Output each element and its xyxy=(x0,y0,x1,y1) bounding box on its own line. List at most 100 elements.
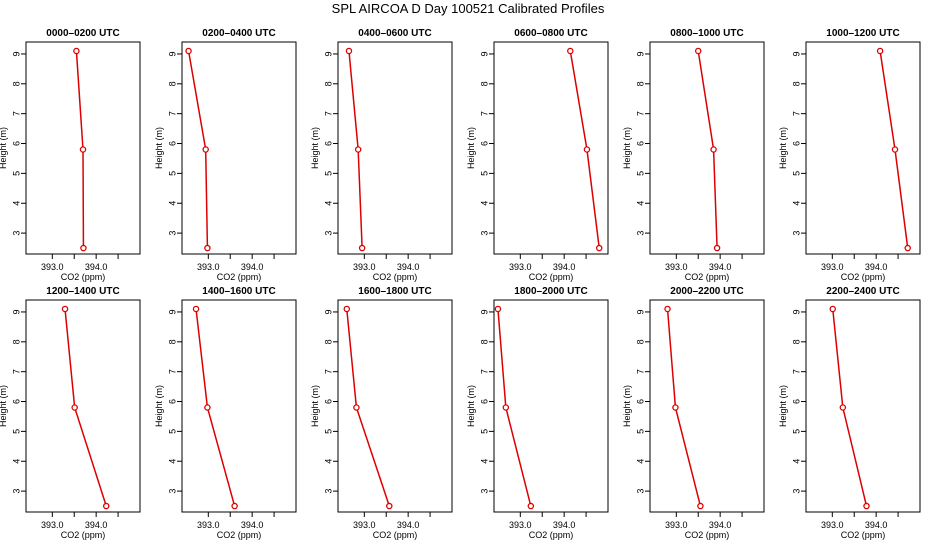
data-point xyxy=(697,502,704,510)
x-tick-label: 394.0 xyxy=(85,262,108,272)
plot-frame xyxy=(25,299,141,513)
y-tick-label: 4 xyxy=(167,201,177,206)
plot-frame xyxy=(493,299,609,513)
y-tick-label: 7 xyxy=(479,111,489,116)
series-line xyxy=(64,308,107,507)
y-tick-label: 3 xyxy=(323,231,333,236)
y-tick-label: 7 xyxy=(479,369,489,374)
panel-title: 0200–0400 UTC xyxy=(202,28,275,39)
data-point xyxy=(71,404,78,411)
y-tick-label: 5 xyxy=(479,429,489,434)
panel-title: 1600–1800 UTC xyxy=(358,286,431,297)
y-tick-label: 9 xyxy=(11,309,21,314)
y-tick-label: 3 xyxy=(167,489,177,494)
x-tick-label: 394.0 xyxy=(85,520,108,530)
y-tick-label: 8 xyxy=(479,81,489,86)
y-tick-label: 6 xyxy=(791,399,801,404)
x-axis-label: CO2 (ppm) xyxy=(841,530,886,540)
y-tick-label: 3 xyxy=(11,489,21,494)
x-tick-label: 394.0 xyxy=(553,520,576,530)
x-tick-label: 393.0 xyxy=(41,262,64,272)
x-axis-label: CO2 (ppm) xyxy=(841,272,886,282)
panel-title: 1000–1200 UTC xyxy=(826,28,899,39)
y-tick-label: 9 xyxy=(479,51,489,56)
data-point xyxy=(231,502,238,510)
y-tick-label: 9 xyxy=(167,309,177,314)
y-tick-label: 6 xyxy=(167,399,177,404)
y-tick-label: 3 xyxy=(167,231,177,236)
y-axis-label: Height (m) xyxy=(466,385,476,427)
y-tick-label: 7 xyxy=(635,369,645,374)
y-tick-label: 5 xyxy=(323,171,333,176)
x-tick-label: 393.0 xyxy=(509,262,532,272)
y-axis-label: Height (m) xyxy=(622,385,632,427)
y-tick-label: 4 xyxy=(791,459,801,464)
y-tick-label: 9 xyxy=(323,51,333,56)
x-tick-label: 394.0 xyxy=(397,262,420,272)
x-axis-label: CO2 (ppm) xyxy=(529,530,574,540)
panel-title: 0400–0600 UTC xyxy=(358,28,431,39)
x-axis-label: CO2 (ppm) xyxy=(61,272,106,282)
series-line xyxy=(195,308,236,507)
plot-frame xyxy=(649,299,765,513)
y-axis-label: Height (m) xyxy=(622,127,632,169)
data-point xyxy=(876,47,884,55)
y-tick-label: 3 xyxy=(791,231,801,236)
panel-title: 0000–0200 UTC xyxy=(46,28,119,39)
x-axis-label: CO2 (ppm) xyxy=(685,530,730,540)
x-tick-label: 394.0 xyxy=(709,520,732,530)
data-point xyxy=(204,404,211,411)
x-tick-label: 394.0 xyxy=(865,262,888,272)
y-tick-label: 4 xyxy=(11,459,21,464)
y-tick-label: 9 xyxy=(479,309,489,314)
x-tick-label: 393.0 xyxy=(821,520,844,530)
y-tick-label: 3 xyxy=(479,489,489,494)
panel-title: 1800–2000 UTC xyxy=(514,286,587,297)
y-tick-label: 4 xyxy=(167,459,177,464)
y-tick-label: 9 xyxy=(323,309,333,314)
y-tick-label: 5 xyxy=(167,429,177,434)
data-point xyxy=(839,404,847,411)
x-tick-label: 393.0 xyxy=(665,520,688,530)
x-axis-label: CO2 (ppm) xyxy=(373,272,418,282)
y-tick-label: 6 xyxy=(479,141,489,146)
y-tick-label: 7 xyxy=(167,111,177,116)
y-tick-label: 8 xyxy=(323,339,333,344)
y-tick-label: 8 xyxy=(11,81,21,86)
y-tick-label: 7 xyxy=(635,111,645,116)
data-point xyxy=(664,305,671,313)
y-tick-label: 3 xyxy=(635,231,645,236)
data-point xyxy=(353,404,360,411)
y-tick-label: 7 xyxy=(11,369,21,374)
data-point xyxy=(202,146,209,153)
y-tick-label: 4 xyxy=(635,201,645,206)
chart-panel: 2000–2200 UTC 393.0 394.0 3 4 5 6 7 8 9 CO2 (ppm) H… xyxy=(622,286,765,540)
y-tick-label: 9 xyxy=(11,51,21,56)
x-axis-label: CO2 (ppm) xyxy=(61,530,106,540)
plot-frame xyxy=(337,299,453,513)
y-tick-label: 8 xyxy=(635,81,645,86)
x-axis-label: CO2 (ppm) xyxy=(529,272,574,282)
series-line xyxy=(832,308,868,507)
x-axis-label: CO2 (ppm) xyxy=(217,272,262,282)
y-tick-label: 5 xyxy=(323,429,333,434)
y-tick-label: 9 xyxy=(635,309,645,314)
panel-title: 1400–1600 UTC xyxy=(202,286,275,297)
y-tick-label: 4 xyxy=(323,459,333,464)
data-point xyxy=(102,502,110,510)
chart-panel: 2200–2400 UTC 393.0 394.0 3 4 5 6 7 8 9 CO2 (ppm) H… xyxy=(778,286,921,540)
x-tick-label: 393.0 xyxy=(41,520,64,530)
y-tick-label: 7 xyxy=(323,111,333,116)
y-tick-label: 6 xyxy=(11,141,21,146)
y-tick-label: 6 xyxy=(635,399,645,404)
y-tick-label: 4 xyxy=(479,201,489,206)
x-tick-label: 394.0 xyxy=(241,520,264,530)
y-axis-label: Height (m) xyxy=(154,127,164,169)
x-axis-label: CO2 (ppm) xyxy=(217,530,262,540)
y-tick-label: 5 xyxy=(11,429,21,434)
x-axis-label: CO2 (ppm) xyxy=(373,530,418,540)
panel-title: 2000–2200 UTC xyxy=(670,286,743,297)
data-point xyxy=(61,305,69,313)
y-tick-label: 7 xyxy=(791,369,801,374)
